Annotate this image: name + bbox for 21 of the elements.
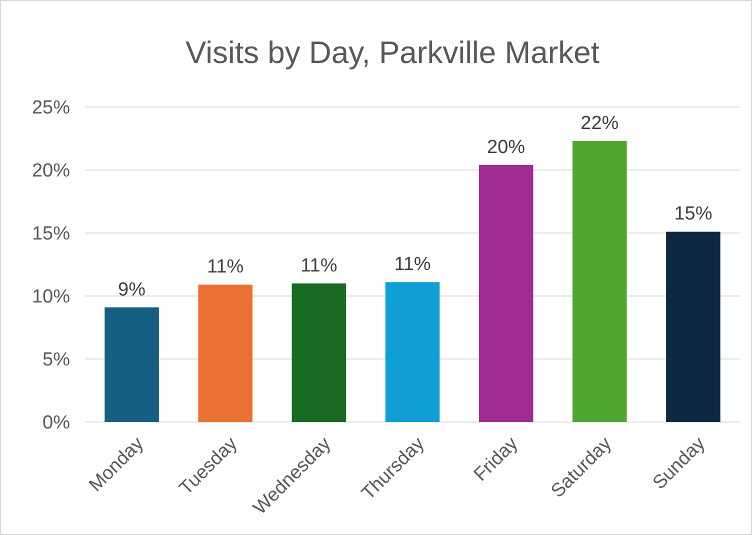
bar bbox=[572, 141, 627, 422]
data-label: 11% bbox=[300, 255, 338, 276]
bar bbox=[292, 283, 346, 422]
data-label: 11% bbox=[394, 254, 431, 276]
y-tick-label: 20% bbox=[32, 160, 70, 182]
y-tick-label: 15% bbox=[32, 224, 70, 245]
data-label: 15% bbox=[674, 204, 712, 225]
bar bbox=[198, 284, 252, 422]
data-label: 9% bbox=[118, 279, 146, 300]
data-label: 20% bbox=[487, 136, 526, 158]
y-tick-label: 5% bbox=[42, 350, 70, 371]
y-tick-label: 25% bbox=[32, 98, 70, 119]
bar bbox=[104, 307, 159, 422]
data-label: 22% bbox=[580, 113, 619, 134]
chart-title: Visits by Day, Parkville Market bbox=[185, 35, 600, 70]
bar bbox=[478, 164, 534, 422]
y-tick-label: 10% bbox=[32, 286, 70, 308]
data-label: 11% bbox=[207, 256, 244, 278]
bar bbox=[666, 232, 720, 422]
bar bbox=[385, 282, 440, 422]
y-tick-label: 0% bbox=[42, 412, 70, 434]
